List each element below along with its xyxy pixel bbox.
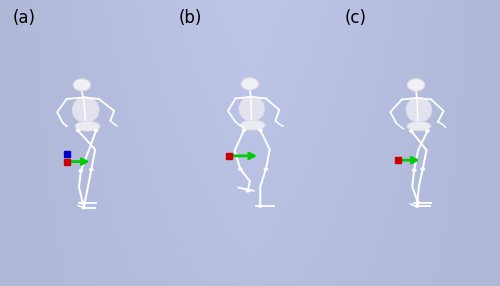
Ellipse shape: [408, 79, 424, 91]
Ellipse shape: [74, 79, 90, 91]
Circle shape: [258, 205, 262, 207]
Circle shape: [416, 202, 420, 204]
Circle shape: [238, 168, 242, 170]
Ellipse shape: [75, 121, 100, 131]
Circle shape: [82, 207, 86, 209]
Circle shape: [242, 129, 246, 131]
Text: (b): (b): [179, 9, 203, 27]
Circle shape: [421, 168, 424, 170]
Circle shape: [258, 129, 262, 131]
Ellipse shape: [72, 97, 99, 123]
Circle shape: [412, 169, 416, 171]
Circle shape: [410, 130, 413, 132]
Circle shape: [264, 168, 268, 170]
Circle shape: [94, 130, 98, 132]
Text: (a): (a): [12, 9, 36, 27]
Circle shape: [79, 170, 82, 172]
Ellipse shape: [406, 97, 431, 122]
Circle shape: [246, 190, 250, 192]
Circle shape: [81, 202, 84, 204]
Ellipse shape: [407, 122, 431, 131]
Ellipse shape: [239, 96, 264, 121]
Circle shape: [426, 130, 429, 132]
Ellipse shape: [241, 78, 258, 90]
Circle shape: [416, 205, 418, 207]
Circle shape: [90, 169, 93, 171]
Circle shape: [76, 130, 80, 132]
Ellipse shape: [240, 120, 265, 130]
Text: (c): (c): [345, 9, 367, 27]
